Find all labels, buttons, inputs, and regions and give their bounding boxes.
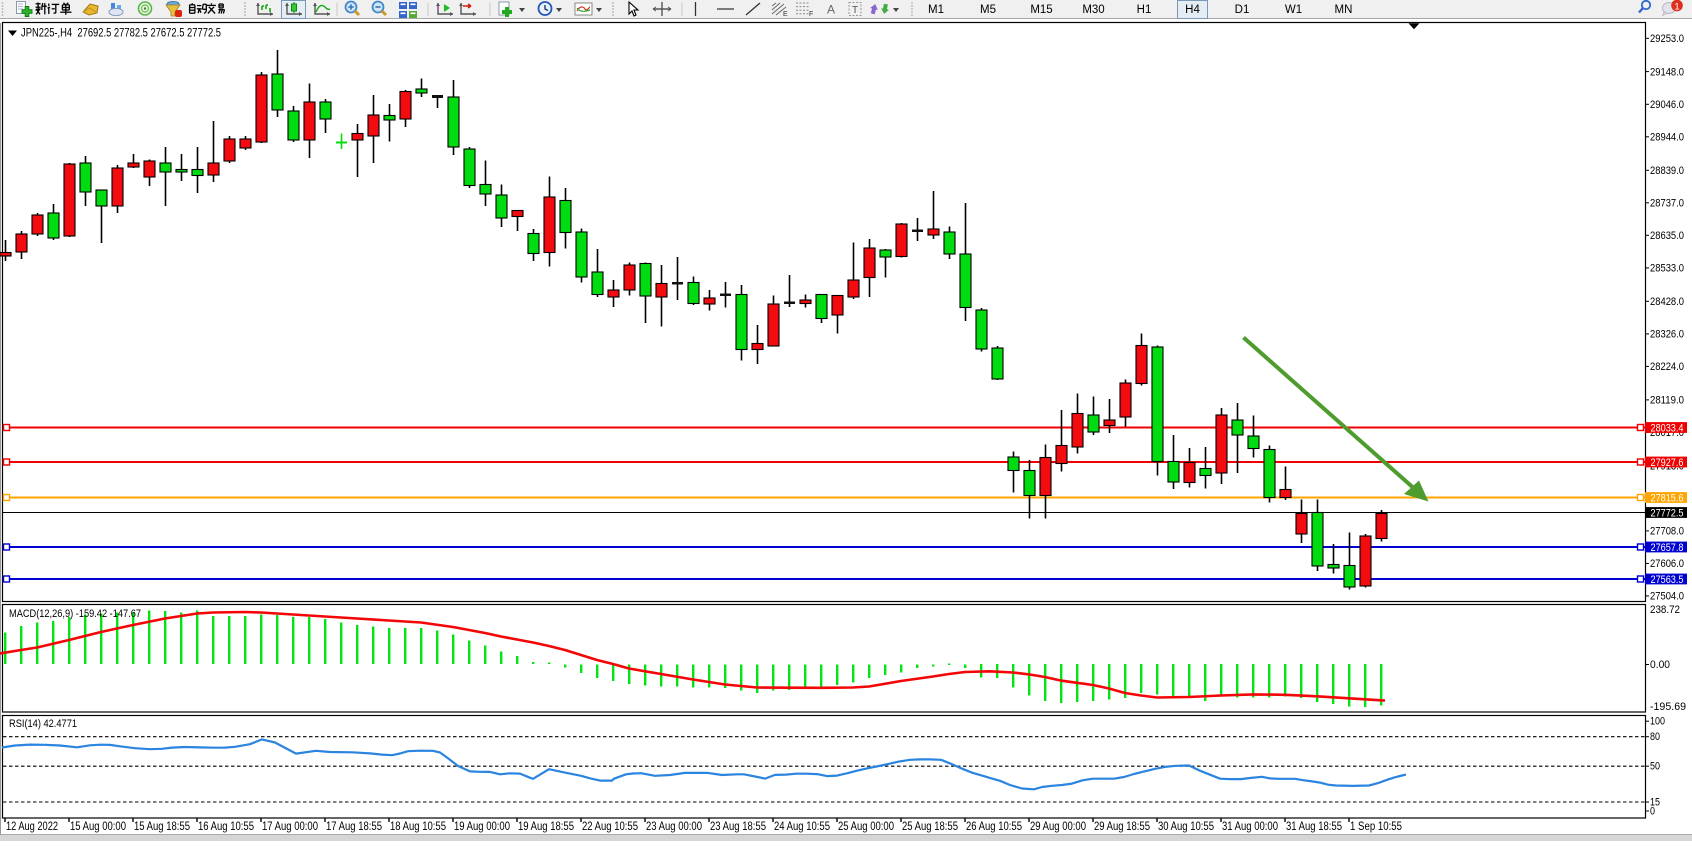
svg-text:E: E (783, 11, 788, 18)
svg-text:W1: W1 (1285, 4, 1302, 16)
svg-text:30 Aug 10:55: 30 Aug 10:55 (1158, 821, 1214, 833)
svg-text:29046.0: 29046.0 (1650, 99, 1684, 111)
svg-text:29 Aug 00:00: 29 Aug 00:00 (1030, 821, 1086, 833)
svg-text:26 Aug 10:55: 26 Aug 10:55 (966, 821, 1022, 833)
svg-text:28533.0: 28533.0 (1650, 263, 1684, 275)
svg-text:D1: D1 (1235, 4, 1250, 16)
svg-text:28224.0: 28224.0 (1650, 361, 1684, 373)
svg-text:24 Aug 10:55: 24 Aug 10:55 (774, 821, 830, 833)
svg-text:27772.5: 27772.5 (1651, 507, 1684, 519)
svg-text:18 Aug 10:55: 18 Aug 10:55 (390, 821, 446, 833)
svg-text:16 Aug 10:55: 16 Aug 10:55 (198, 821, 254, 833)
svg-text:28737.0: 28737.0 (1650, 198, 1684, 210)
svg-text:23 Aug 18:55: 23 Aug 18:55 (710, 821, 766, 833)
svg-text:28839.0: 28839.0 (1650, 165, 1684, 177)
svg-text:80: 80 (1650, 731, 1660, 743)
svg-text:22 Aug 10:55: 22 Aug 10:55 (582, 821, 638, 833)
svg-text:17 Aug 18:55: 17 Aug 18:55 (326, 821, 382, 833)
svg-text:-195.69: -195.69 (1650, 701, 1686, 713)
svg-text:12 Aug 2022: 12 Aug 2022 (6, 821, 58, 833)
svg-text:29253.0: 29253.0 (1650, 33, 1684, 45)
svg-text:M5: M5 (980, 4, 996, 16)
svg-text:0: 0 (1650, 806, 1655, 818)
svg-text:100: 100 (1650, 716, 1665, 728)
svg-text:15 Aug 18:55: 15 Aug 18:55 (134, 821, 190, 833)
svg-text:MACD(12,26,9) -159.42 -147.67: MACD(12,26,9) -159.42 -147.67 (9, 608, 141, 620)
svg-text:15: 15 (1650, 797, 1660, 809)
svg-text:19 Aug 18:55: 19 Aug 18:55 (518, 821, 574, 833)
svg-text:27606.0: 27606.0 (1650, 558, 1684, 570)
svg-text:25 Aug 00:00: 25 Aug 00:00 (838, 821, 894, 833)
svg-text:29 Aug 18:55: 29 Aug 18:55 (1094, 821, 1150, 833)
svg-text:1: 1 (1674, 1, 1679, 12)
svg-text:31 Aug 00:00: 31 Aug 00:00 (1222, 821, 1278, 833)
svg-text:19 Aug 00:00: 19 Aug 00:00 (454, 821, 510, 833)
svg-text:T: T (852, 5, 858, 16)
svg-text:27708.0: 27708.0 (1650, 526, 1684, 538)
svg-text:27927.6: 27927.6 (1651, 457, 1684, 469)
svg-text:27657.8: 27657.8 (1651, 542, 1684, 554)
svg-text:25 Aug 18:55: 25 Aug 18:55 (902, 821, 958, 833)
svg-text:H1: H1 (1137, 4, 1152, 16)
svg-text:238.72: 238.72 (1650, 604, 1680, 616)
svg-text:A: A (827, 3, 835, 17)
svg-text:28033.4: 28033.4 (1651, 422, 1684, 434)
svg-text:JPN225-,H4 27692.5 27782.5 27: JPN225-,H4 27692.5 27782.5 27672.5 27772… (21, 26, 221, 40)
svg-text:27563.5: 27563.5 (1651, 574, 1684, 586)
svg-text:M15: M15 (1030, 4, 1052, 16)
svg-text:M30: M30 (1082, 4, 1104, 16)
svg-text:28428.0: 28428.0 (1650, 296, 1684, 308)
svg-text:F: F (809, 11, 813, 18)
svg-text:31 Aug 18:55: 31 Aug 18:55 (1286, 821, 1342, 833)
svg-text:MN: MN (1335, 4, 1353, 16)
svg-text:28326.0: 28326.0 (1650, 329, 1684, 341)
svg-text:RSI(14) 42.4771: RSI(14) 42.4771 (9, 718, 77, 730)
svg-text:1 Sep 10:55: 1 Sep 10:55 (1350, 821, 1402, 833)
svg-text:17 Aug 00:00: 17 Aug 00:00 (262, 821, 318, 833)
svg-text:50: 50 (1650, 761, 1660, 773)
svg-text:28635.0: 28635.0 (1650, 230, 1684, 242)
svg-text:27815.6: 27815.6 (1651, 492, 1684, 504)
svg-text:15 Aug 00:00: 15 Aug 00:00 (70, 821, 126, 833)
svg-text:M1: M1 (928, 4, 944, 16)
svg-text:H4: H4 (1185, 4, 1200, 16)
svg-text:29148.0: 29148.0 (1650, 66, 1684, 78)
svg-text:23 Aug 00:00: 23 Aug 00:00 (646, 821, 702, 833)
svg-text:28119.0: 28119.0 (1650, 395, 1684, 407)
svg-text:0.00: 0.00 (1650, 659, 1670, 671)
svg-text:27504.0: 27504.0 (1650, 591, 1684, 603)
svg-text:28944.0: 28944.0 (1650, 132, 1684, 144)
